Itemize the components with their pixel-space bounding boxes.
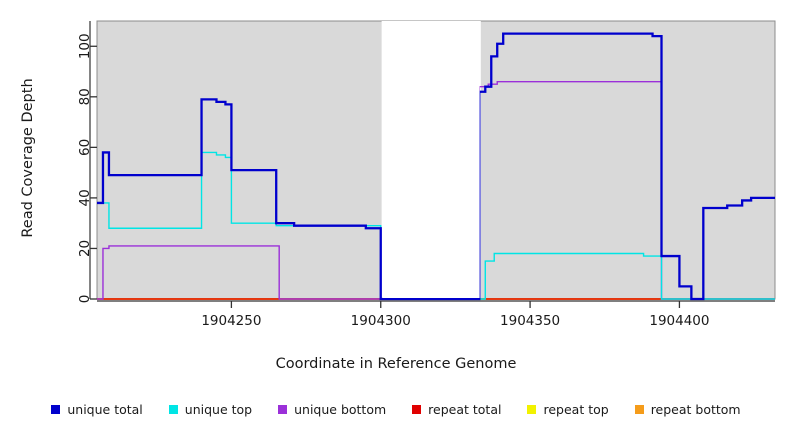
y-axis-tick-label: 20 xyxy=(77,240,93,257)
y-axis-tick-label: 100 xyxy=(77,33,93,59)
y-axis-title: Read Coverage Depth xyxy=(20,78,36,238)
series-line-unique-total xyxy=(97,32,775,301)
y-axis-tick-label: 80 xyxy=(77,88,93,105)
x-axis-tick-label: 1904300 xyxy=(351,313,411,329)
legend-item-label: repeat bottom xyxy=(650,401,741,417)
legend-item-label: unique total xyxy=(67,401,143,417)
x-axis-title: Coordinate in Reference Genome xyxy=(275,356,517,372)
legend-item-repeat-top: repeat top xyxy=(527,401,609,417)
legend-item-label: unique bottom xyxy=(294,401,387,417)
legend-item-repeat-bottom: repeat bottom xyxy=(634,401,741,417)
legend-swatch-icon xyxy=(51,404,61,414)
x-axis-tick-label: 1904350 xyxy=(500,313,560,329)
legend-item-repeat-total: repeat total xyxy=(412,402,501,417)
y-axis-tick-label: 0 xyxy=(77,295,93,304)
legend-swatch-icon xyxy=(168,404,178,414)
x-axis-tick-label: 1904250 xyxy=(201,313,261,329)
legend-swatch-icon xyxy=(412,404,422,414)
legend-swatch-icon xyxy=(527,404,537,414)
legend-swatch-icon xyxy=(634,404,644,414)
legend-item-unique-bottom: unique bottom xyxy=(278,402,386,417)
x-axis-tick-label: 1904400 xyxy=(649,313,709,329)
chart-legend: unique total unique top unique bottom repea… xyxy=(0,398,792,420)
legend-item-label: repeat top xyxy=(543,401,609,417)
legend-swatch-icon xyxy=(278,404,288,414)
legend-item-unique-top: unique top xyxy=(168,401,253,417)
y-axis-tick-label: 40 xyxy=(77,189,93,206)
legend-item-label: unique top xyxy=(184,401,253,417)
gap-mask xyxy=(382,22,480,298)
legend-item-unique-total: unique total xyxy=(51,401,143,417)
legend-item-label: repeat total xyxy=(428,401,502,417)
y-axis-tick-label: 60 xyxy=(77,139,93,156)
